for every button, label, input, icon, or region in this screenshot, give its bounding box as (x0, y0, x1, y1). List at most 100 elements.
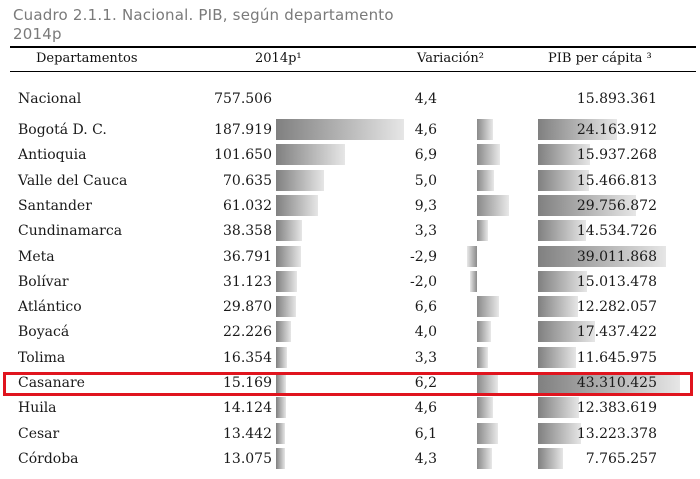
department-name: Huila (18, 400, 57, 417)
variacion-value: -2,9 (410, 248, 437, 265)
per-capita-value: 24.163.912 (576, 122, 657, 138)
per-capita-value: 29.756.872 (576, 197, 657, 214)
variacion-value: 4,0 (414, 324, 437, 341)
gdp-value: 15.169 (223, 375, 272, 391)
header-gdp: 2014p¹ (255, 51, 302, 66)
variacion-value: 6,9 (414, 147, 437, 164)
national-name: Nacional (18, 91, 82, 107)
per-capita-bar (538, 245, 666, 267)
department-name: Atlántico (18, 299, 82, 316)
per-capita-value: 11.645.975 (576, 349, 657, 366)
per-capita-value: 43.310.425 (576, 375, 657, 391)
variacion-value: -2,0 (410, 273, 437, 290)
department-name: Tolima (18, 349, 66, 366)
gdp-value: 31.123 (223, 273, 272, 290)
variacion-value: 6,6 (414, 299, 437, 316)
variacion-bar (470, 270, 477, 292)
header-pib-per-capita: PIB per cápita ³ (548, 51, 652, 66)
table-row: Bolívar 31.123 -2,0 15.013.478 (0, 269, 700, 294)
variacion-value: 3,3 (414, 349, 437, 366)
gdp-bar (276, 245, 302, 267)
table-row: Boyacá 22.226 4,0 17.437.422 (0, 319, 700, 344)
variacion-bar (477, 321, 491, 343)
variacion-bar (477, 119, 493, 140)
header-variacion: Variación² (417, 51, 484, 66)
gdp-bar (276, 270, 298, 292)
per-capita-value: 7.765.257 (585, 450, 657, 467)
variacion-value: 4,6 (414, 400, 437, 417)
department-name: Córdoba (18, 450, 79, 467)
department-name: Meta (18, 248, 55, 265)
department-name: Santander (18, 197, 92, 214)
gdp-bar (276, 346, 288, 368)
gdp-bar (276, 169, 325, 191)
department-name: Boyacá (18, 324, 70, 341)
variacion-bar (477, 296, 500, 318)
table-row: Bogotá D. C. 187.919 4,6 24.163.912 (0, 117, 700, 142)
per-capita-value: 13.223.378 (576, 425, 657, 442)
table-row: Santander 61.032 9,3 29.756.872 (0, 193, 700, 218)
department-name: Antioquia (18, 147, 87, 164)
department-name: Cesar (18, 425, 60, 442)
table-caption: Cuadro 2.1.1. Nacional. PIB, según depar… (13, 6, 394, 44)
department-name: Bogotá D. C. (18, 122, 107, 138)
variacion-bar (477, 422, 498, 444)
per-capita-bar (538, 296, 579, 318)
per-capita-bar (538, 397, 579, 419)
variacion-value: 9,3 (414, 197, 437, 214)
top-rule (10, 46, 696, 48)
casanare-highlight-box (3, 372, 693, 396)
table-row: Cundinamarca 38.358 3,3 14.534.726 (0, 218, 700, 243)
national-variacion: 4,4 (414, 91, 437, 107)
table-row: Casanare 15.169 6,2 43.310.425 (0, 370, 700, 395)
gdp-value: 29.870 (223, 299, 272, 316)
gdp-bar (276, 372, 287, 393)
caption-year: 2014p (13, 25, 62, 43)
gdp-value: 187.919 (214, 122, 272, 138)
gdp-value: 22.226 (223, 324, 272, 341)
variacion-bar (477, 372, 499, 393)
gdp-bar (276, 194, 318, 216)
per-capita-bar (538, 144, 591, 166)
per-capita-value: 15.466.813 (576, 172, 657, 189)
gdp-value: 13.442 (223, 425, 272, 442)
per-capita-value: 17.437.422 (576, 324, 657, 341)
per-capita-bar (538, 169, 589, 191)
department-name: Casanare (18, 375, 85, 391)
gdp-value: 70.635 (223, 172, 272, 189)
per-capita-bar (538, 270, 588, 292)
header-departamentos: Departamentos (36, 51, 138, 66)
table-row: Córdoba 13.075 4,3 7.765.257 (0, 446, 700, 471)
table-row: Valle del Cauca 70.635 5,0 15.466.813 (0, 168, 700, 193)
variacion-bar (477, 169, 494, 191)
variacion-bar (477, 144, 501, 166)
table-row: Cesar 13.442 6,1 13.223.378 (0, 421, 700, 446)
gdp-bar (276, 447, 285, 469)
gdp-bar (276, 422, 286, 444)
gdp-value: 36.791 (223, 248, 272, 265)
variacion-value: 6,1 (414, 425, 437, 442)
table-row: Meta 36.791 -2,9 39.011.868 (0, 244, 700, 269)
national-gdp: 757.506 (214, 91, 272, 107)
caption-title: Cuadro 2.1.1. Nacional. PIB, según depar… (13, 6, 394, 24)
per-capita-bar (538, 119, 618, 140)
variacion-bar (467, 245, 477, 267)
gdp-bar (276, 321, 292, 343)
department-name: Cundinamarca (18, 223, 123, 240)
gdp-value: 38.358 (223, 223, 272, 240)
per-capita-value: 15.013.478 (576, 273, 657, 290)
table-row: Atlántico 29.870 6,6 12.282.057 (0, 294, 700, 319)
per-capita-value: 12.383.619 (576, 400, 657, 417)
per-capita-bar (538, 422, 582, 444)
gdp-bar (276, 296, 297, 318)
variacion-bar (477, 194, 509, 216)
per-capita-bar (538, 220, 586, 242)
table-row: Huila 14.124 4,6 12.383.619 (0, 395, 700, 420)
per-capita-value: 12.282.057 (576, 299, 657, 316)
gdp-value: 16.354 (223, 349, 272, 366)
national-per-capita: 15.893.361 (576, 91, 657, 107)
table-row: Antioquia 101.650 6,9 15.937.268 (0, 142, 700, 167)
gdp-value: 13.075 (223, 450, 272, 467)
per-capita-bar (538, 372, 680, 393)
gdp-bar (276, 119, 404, 140)
